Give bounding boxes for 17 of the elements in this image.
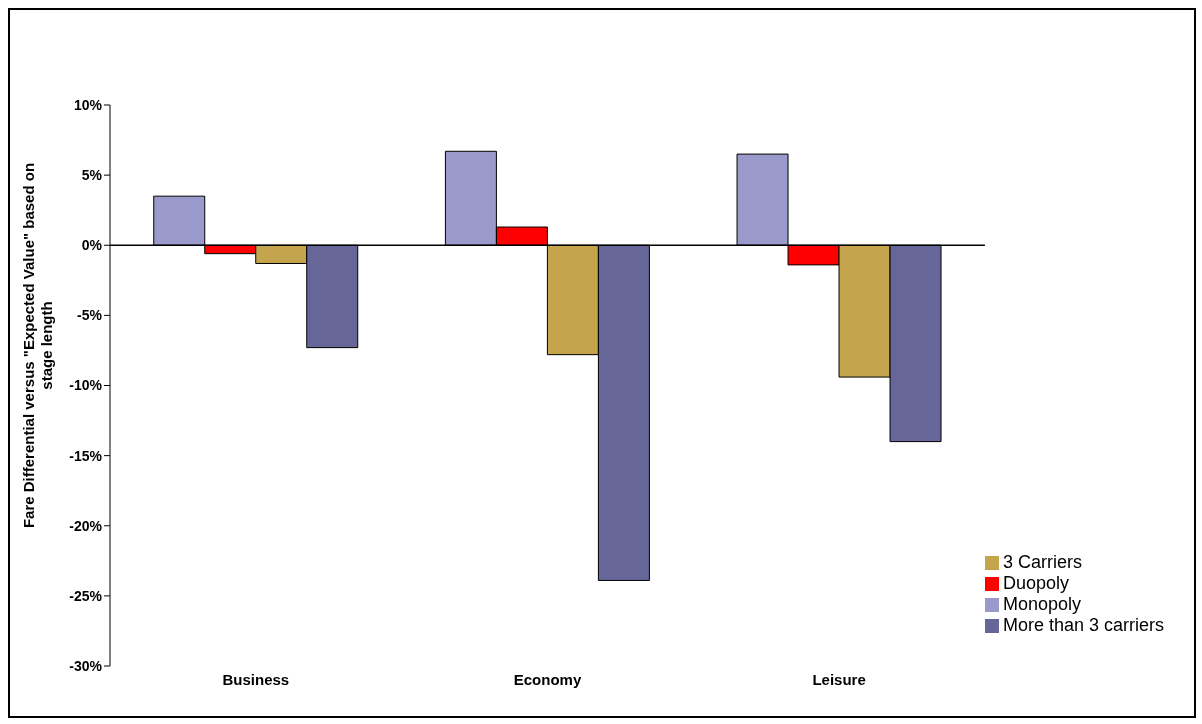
legend-label: More than 3 carriers [1002,615,1164,635]
x-tick-label: Leisure [812,670,866,688]
legend-label: Duopoly [1002,573,1069,593]
y-axis-title: Fare Differential versus "Expected Value" based on stage length [20,162,55,529]
y-tick-label: -10% [69,377,103,394]
y-tick-label: 10% [73,96,103,113]
y-tick-label: -15% [69,447,103,464]
legend-label: Monopoly [1002,594,1081,614]
y-tick-label: 0% [81,237,103,254]
y-tick-label: -5% [77,307,103,324]
y-tick-label: 5% [81,167,103,184]
y-tick-label: -20% [69,517,103,534]
y-tick-label: -30% [69,657,103,674]
legend-label: 3 Carriers [1002,552,1082,572]
x-tick-label: Economy [513,670,582,688]
y-tick-label: -25% [69,587,103,604]
x-tick-label: Business [222,670,290,688]
